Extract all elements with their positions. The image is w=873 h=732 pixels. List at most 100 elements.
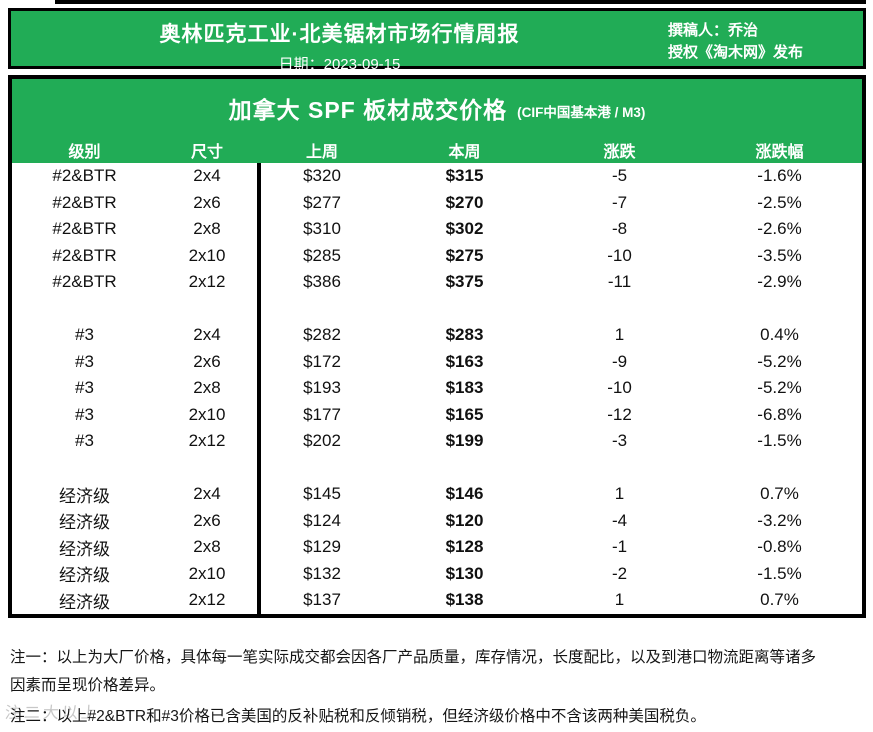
cell-change: -3 — [611, 431, 628, 451]
column-header-size: 尺寸 — [190, 143, 223, 161]
cell-grade: 经济级 — [59, 592, 110, 612]
cell-change-pct: -6.8% — [757, 404, 802, 424]
table-row: #2&BTR 2x6 $277 $270 -7 -2.5% — [12, 190, 862, 217]
cell-size: 2x4 — [193, 484, 221, 504]
column-header-change-pct: 涨跌幅 — [755, 143, 804, 161]
cell-last-week: $310 — [303, 219, 341, 239]
cell-change-pct: -2.6% — [757, 219, 802, 239]
cell-grade: 经济级 — [59, 513, 110, 533]
cell-grade: #2&BTR — [52, 245, 117, 265]
cell-size: 2x8 — [193, 537, 221, 557]
cell-grade: #2&BTR — [52, 192, 117, 212]
cell-change-pct: -3.2% — [757, 510, 802, 530]
cell-this-week: $270 — [445, 192, 484, 212]
cell-this-week: $375 — [445, 272, 484, 292]
cell-last-week: $386 — [303, 272, 341, 292]
cell-grade: #3 — [75, 431, 94, 451]
report-date: 日期：2023-09-15 — [278, 56, 401, 73]
cell-grade: #3 — [75, 404, 94, 424]
table-row: #3 2x8 $193 $183 -10 -5.2% — [12, 375, 862, 402]
footnote-1-line-2: 因素而呈现价格差异。 — [10, 677, 166, 694]
cell-last-week: $320 — [303, 166, 341, 186]
cell-this-week: $199 — [445, 431, 484, 451]
cell-size: 2x8 — [193, 219, 221, 239]
table-row: 经济级 2x12 $137 $138 1 0.7% — [12, 587, 862, 614]
cell-this-week: $302 — [445, 219, 484, 239]
cell-size: 2x4 — [193, 325, 221, 345]
price-table-title-row: 加拿大 SPF 板材成交价格 (CIF中国基本港 / M3) — [12, 79, 862, 136]
column-header-this-week: 本周 — [448, 143, 481, 161]
cell-this-week: $128 — [445, 537, 484, 557]
cell-change-pct: 0.4% — [760, 325, 799, 345]
column-header-row: 级别 尺寸 上周 本周 涨跌 涨跌幅 — [12, 136, 862, 163]
cell-change-pct: -1.5% — [757, 431, 802, 451]
cell-last-week: $129 — [303, 537, 341, 557]
cell-grade: 经济级 — [59, 539, 110, 559]
table-row: #2&BTR 2x8 $310 $302 -8 -2.6% — [12, 216, 862, 243]
footnote-1: 注一：以上为大厂价格，具体每一笔实际成交都会因各厂产品质量，库存情况，长度配比，… — [10, 644, 866, 700]
cell-this-week: $146 — [445, 484, 484, 504]
cell-change-pct: -5.2% — [757, 378, 802, 398]
cell-change-pct: -2.9% — [757, 272, 802, 292]
cell-change: -8 — [611, 219, 628, 239]
column-divider-line — [257, 163, 261, 614]
cell-change: 1 — [614, 484, 625, 504]
cell-this-week: $275 — [445, 245, 484, 265]
cell-this-week: $165 — [445, 404, 484, 424]
column-header-grade: 级别 — [68, 143, 101, 161]
cell-grade: #2&BTR — [52, 219, 117, 239]
cell-change: -2 — [611, 563, 628, 583]
table-row: #3 2x6 $172 $163 -9 -5.2% — [12, 349, 862, 376]
cell-change: -10 — [607, 245, 632, 265]
cell-last-week: $202 — [303, 431, 341, 451]
cell-size: 2x8 — [193, 378, 221, 398]
cell-last-week: $137 — [303, 590, 341, 610]
cell-last-week: $277 — [303, 192, 341, 212]
cell-change-pct: -1.6% — [757, 166, 802, 186]
cell-change-pct: -3.5% — [757, 245, 802, 265]
report-masthead: 奥林匹克工业·北美锯材市场行情周报 日期：2023-09-15 撰稿人：乔治 授… — [8, 8, 866, 73]
cell-last-week: $124 — [303, 510, 341, 530]
cell-grade: #2&BTR — [52, 166, 117, 186]
cell-last-week: $177 — [303, 404, 341, 424]
table-row: #3 2x4 $282 $283 1 0.4% — [12, 322, 862, 349]
cell-change: 1 — [614, 325, 625, 345]
cell-this-week: $183 — [445, 378, 484, 398]
cell-this-week: $120 — [445, 510, 484, 530]
cell-change: -5 — [611, 166, 628, 186]
cell-grade: #3 — [75, 378, 94, 398]
cell-change-pct: -0.8% — [757, 537, 802, 557]
top-rule — [55, 0, 866, 4]
table-body: #2&BTR 2x4 $320 $315 -5 -1.6% #2&BTR 2x6… — [12, 163, 862, 614]
table-row: #2&BTR 2x10 $285 $275 -10 -3.5% — [12, 243, 862, 270]
cell-size: 2x12 — [188, 431, 226, 451]
cell-grade: 经济级 — [59, 486, 110, 506]
cell-grade: #3 — [75, 325, 94, 345]
cell-grade: 经济级 — [59, 566, 110, 586]
column-header-last-week: 上周 — [305, 143, 338, 161]
table-row: 经济级 2x8 $129 $128 -1 -0.8% — [12, 534, 862, 561]
cell-change-pct: -2.5% — [757, 192, 802, 212]
cell-this-week: $283 — [445, 325, 484, 345]
report-title: 奥林匹克工业·北美锯材市场行情周报 — [159, 23, 520, 46]
footnote-1-line-1: 注一：以上为大厂价格，具体每一笔实际成交都会因各厂产品质量，库存情况，长度配比，… — [10, 649, 817, 666]
table-row: 经济级 2x10 $132 $130 -2 -1.5% — [12, 561, 862, 588]
cell-this-week: $138 — [445, 590, 484, 610]
cell-size: 2x10 — [188, 404, 226, 424]
price-table-title: 加拿大 SPF 板材成交价格 — [228, 96, 508, 123]
cell-change-pct: -1.5% — [757, 563, 802, 583]
price-table: 加拿大 SPF 板材成交价格 (CIF中国基本港 / M3) 级别 尺寸 上周 … — [8, 75, 866, 618]
cell-change: -1 — [611, 537, 628, 557]
masthead-center: 奥林匹克工业·北美锯材市场行情周报 日期：2023-09-15 — [11, 11, 668, 73]
cell-last-week: $285 — [303, 245, 341, 265]
cell-this-week: $163 — [445, 351, 484, 371]
report-license: 授权《淘木网》发布 — [668, 44, 804, 61]
cell-last-week: $193 — [303, 378, 341, 398]
cell-change: -9 — [611, 351, 628, 371]
cell-grade: #2&BTR — [52, 272, 117, 292]
cell-size: 2x6 — [193, 192, 221, 212]
column-header-change: 涨跌 — [603, 143, 636, 161]
cell-change: -12 — [607, 404, 632, 424]
table-row: #2&BTR 2x12 $386 $375 -11 -2.9% — [12, 269, 862, 296]
cell-size: 2x6 — [193, 351, 221, 371]
